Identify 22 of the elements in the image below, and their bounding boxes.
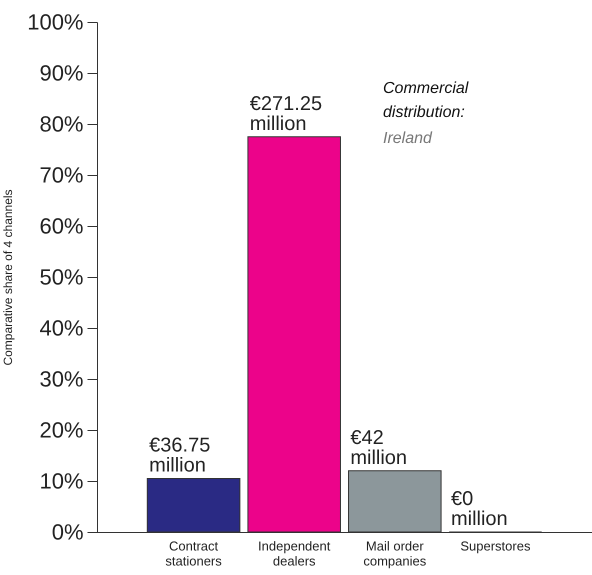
y-tick-label: 100% [27, 10, 84, 34]
y-tick-label: 50% [39, 264, 84, 290]
annotation: €36.75 million [149, 434, 210, 476]
y-tick-label: 60% [39, 214, 84, 238]
y-tick-label: 90% [39, 60, 84, 86]
text: Ireland [383, 130, 434, 147]
annotation: €42 million [350, 426, 408, 469]
annotation: €0 million [450, 488, 508, 530]
y-tick-label: 20% [39, 418, 84, 442]
y-tick-label: 0% [52, 520, 84, 544]
x-tick-label: Mail order companies [363, 538, 427, 568]
y-tick-label: 10% [39, 468, 84, 494]
text: Commercial distribution: [383, 80, 469, 121]
y-axis-title: Comparative share of 4 channels [1, 189, 16, 366]
y-tick-label: 40% [39, 316, 84, 340]
y-tick-label: 70% [39, 162, 84, 188]
y-tick-label: 30% [39, 366, 84, 392]
x-tick-label: Independent dealers [258, 538, 331, 568]
annotation: €271.25 million [250, 92, 322, 135]
x-tick-label: Superstores [460, 538, 531, 554]
y-tick-label: 80% [39, 112, 84, 136]
x-tick-label: Contract stationers [165, 538, 222, 568]
